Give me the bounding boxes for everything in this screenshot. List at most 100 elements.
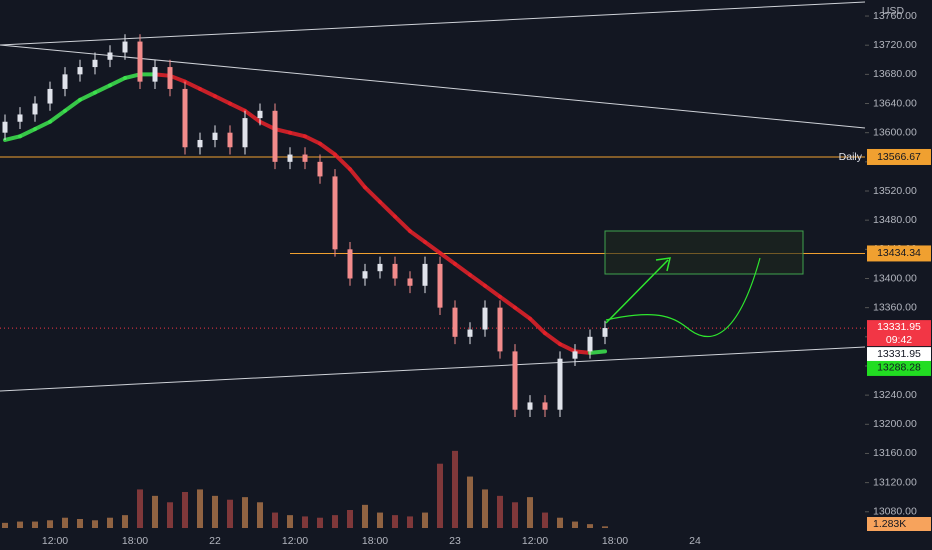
candle-body	[497, 307, 503, 352]
countdown: 09:42	[886, 334, 912, 346]
candle-body	[107, 52, 113, 60]
volume-bar	[77, 519, 83, 528]
volume-bar	[527, 497, 533, 528]
ma-segment	[483, 283, 502, 299]
ma-segment	[318, 141, 337, 157]
volume-bar	[392, 515, 398, 528]
candle-body	[272, 110, 278, 162]
ma-segment	[513, 305, 532, 321]
candle-body	[242, 118, 248, 148]
volume-bar	[62, 517, 68, 528]
volume-bar	[2, 522, 8, 528]
ma-segment	[423, 240, 442, 255]
y-tick-label: 13200.00	[873, 418, 917, 430]
price-line-label: Daily	[839, 151, 863, 163]
volume-bar	[47, 520, 53, 528]
ma-segment	[288, 130, 307, 139]
volume-bar	[167, 502, 173, 528]
y-tick-label: 13400.00	[873, 272, 917, 284]
candle-body	[137, 41, 143, 82]
x-tick-label: 18:00	[362, 535, 388, 547]
price-tag	[867, 148, 931, 165]
ma-segment	[48, 108, 67, 124]
volume-bar	[242, 497, 248, 528]
y-tick-label: 13160.00	[873, 447, 917, 459]
volume-bar	[497, 495, 503, 528]
price-tag	[867, 347, 931, 363]
candle-body	[332, 176, 338, 250]
y-tick-label: 13240.00	[873, 389, 917, 401]
candle-body	[482, 307, 488, 330]
volume-bar	[32, 521, 38, 528]
candle-body	[167, 67, 173, 89]
ma-segment	[468, 272, 487, 288]
volume-bar	[452, 450, 458, 528]
volume-bar	[512, 502, 518, 528]
price-tag-label: 13331.95	[877, 348, 921, 360]
price-tag-label: 13566.67	[877, 151, 921, 163]
candle-body	[2, 121, 8, 133]
volume-bar	[257, 502, 263, 528]
ma-segment	[303, 134, 322, 146]
x-tick-label: 18:00	[602, 535, 628, 547]
trend-line	[0, 44, 866, 129]
candle-body	[77, 67, 83, 75]
price-tag	[867, 245, 931, 262]
volume-bar	[197, 489, 203, 528]
ma-segment	[543, 331, 562, 347]
volume-bar	[122, 515, 128, 528]
trend-line	[0, 346, 866, 392]
candle-body	[377, 263, 383, 272]
ma-segment	[348, 167, 367, 190]
ma-segment	[498, 294, 517, 310]
y-tick-label: 13720.00	[873, 39, 917, 51]
x-tick-label: 18:00	[122, 535, 148, 547]
projection-curve	[605, 257, 761, 338]
ma-segment	[63, 97, 82, 113]
y-tick-label: 13520.00	[873, 185, 917, 197]
volume-bar	[587, 524, 593, 528]
candle-body	[32, 103, 38, 115]
volume-bar	[137, 489, 143, 528]
candle-body	[587, 336, 593, 352]
ma-segment	[363, 185, 382, 204]
last-price-tag	[867, 320, 931, 347]
ma-segment	[33, 119, 52, 132]
volume-bar	[302, 516, 308, 528]
axis-layer: USD 13080.00 13120.00 13160.00 13200.00 1324…	[42, 5, 931, 547]
volume-bar	[107, 517, 113, 528]
candle-body	[47, 88, 53, 104]
candle-body	[122, 41, 128, 53]
candle-body	[212, 132, 218, 140]
candle-body	[182, 88, 188, 148]
ma-segment	[408, 229, 427, 245]
y-tick-label: 13680.00	[873, 68, 917, 80]
ma-segment	[528, 316, 547, 336]
x-tick-label: 12:00	[522, 535, 548, 547]
candle-layer	[2, 34, 608, 418]
ma-segment	[198, 86, 217, 99]
y-tick-label: 13760.00	[873, 10, 917, 22]
arrow-line	[605, 259, 669, 324]
currency: USD	[882, 5, 905, 17]
volume-tag-label: 1.283K	[873, 518, 906, 530]
ma-segment	[93, 83, 112, 95]
volume-bar	[17, 521, 23, 528]
volume-bar	[212, 495, 218, 528]
candle-body	[392, 263, 398, 279]
volume-bar	[557, 517, 563, 528]
ma-segment	[18, 127, 37, 139]
volume-bar	[422, 512, 428, 528]
candle-body	[62, 74, 68, 89]
candle-body	[542, 402, 548, 410]
volume-bar	[572, 521, 578, 528]
x-tick-label: 12:00	[282, 535, 308, 547]
candle-body	[527, 402, 533, 410]
ma-segment	[453, 261, 472, 277]
candle-body	[287, 154, 293, 162]
volume-bar	[92, 520, 98, 528]
drawings	[0, 1, 866, 392]
volume-bar	[227, 499, 233, 528]
trend-line	[0, 1, 866, 46]
candle-body	[152, 67, 158, 82]
